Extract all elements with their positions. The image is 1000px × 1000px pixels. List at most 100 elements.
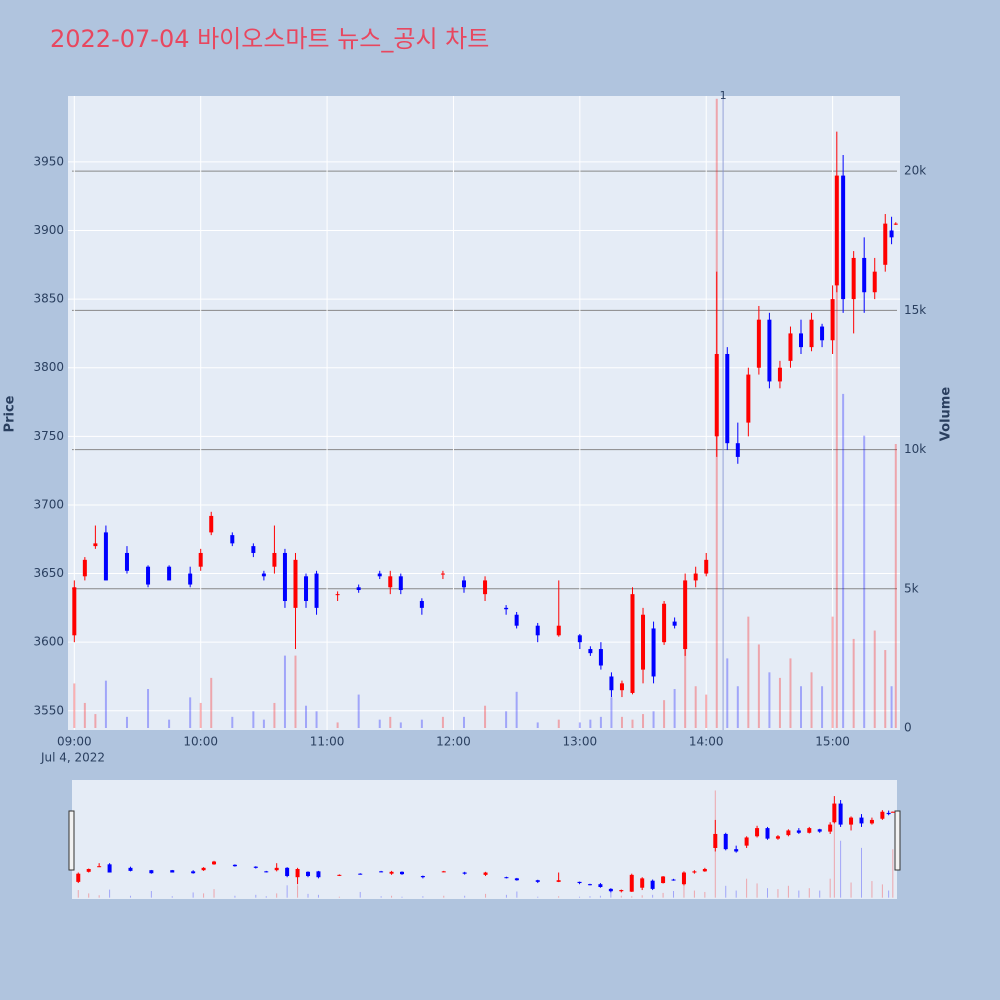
slider-candle-body — [702, 869, 707, 872]
x-tick-label: 09:00 — [57, 735, 92, 749]
y-axis-title: Price — [3, 395, 18, 432]
slider-candle-body — [358, 873, 363, 875]
volume-bar — [726, 658, 729, 728]
slider-candle-body — [661, 876, 666, 884]
volume-bar — [357, 694, 360, 728]
candle-body — [261, 573, 266, 577]
slider-candle-body — [849, 817, 854, 825]
slider-candle-body — [337, 874, 342, 876]
slider-volume-bar — [652, 894, 654, 898]
slider-candle-body — [285, 867, 290, 877]
slider-volume-bar — [840, 840, 842, 898]
slider-candle-body — [650, 880, 655, 889]
volume-bar — [673, 689, 676, 728]
slider-volume-bar — [735, 890, 737, 898]
candle-body — [746, 374, 751, 423]
candle-body — [93, 543, 98, 547]
candle-body — [535, 625, 540, 636]
y-tick-label: 3600 — [33, 635, 64, 649]
candle-body — [830, 299, 835, 341]
slider-volume-bar — [850, 882, 852, 898]
volume-bar — [262, 719, 265, 728]
slider-volume-bar — [693, 890, 695, 898]
slider-candle-body — [264, 871, 269, 873]
volume-bar — [736, 686, 739, 728]
slider-volume-bar — [443, 895, 445, 898]
candle-body — [377, 573, 382, 577]
volume-bar — [283, 655, 286, 728]
slider-volume-bar — [234, 895, 236, 898]
slider-volume-bar — [307, 893, 309, 898]
volume-bar — [778, 677, 781, 728]
volume-bar — [305, 705, 308, 728]
volume-bar — [294, 655, 297, 728]
volume-bar — [831, 616, 834, 728]
slider-handle[interactable] — [894, 810, 901, 871]
slider-volume-bar — [808, 888, 810, 898]
y-tick-label: 3900 — [33, 223, 64, 237]
slider-candle-body — [316, 871, 321, 878]
slider-candle-body — [838, 803, 843, 825]
candle-body — [461, 580, 466, 588]
range-slider[interactable] — [72, 780, 897, 899]
slider-candle-body — [514, 878, 519, 881]
slider-handle[interactable] — [68, 810, 75, 871]
candle-body — [356, 587, 361, 591]
slider-volume-bar — [77, 890, 79, 898]
volume-bar — [73, 683, 76, 728]
slider-candle-body — [807, 828, 812, 833]
slider-volume-bar — [673, 891, 675, 898]
slider-volume-bar — [871, 881, 873, 898]
candle-body — [230, 535, 235, 544]
slider-volume-bar — [833, 805, 835, 898]
slider-candle-body — [869, 819, 874, 824]
volume-bar — [252, 711, 255, 728]
volume-bar — [315, 711, 318, 728]
slider-candle-body — [274, 867, 279, 871]
slider-volume-bar — [558, 896, 560, 898]
slider-volume-bar — [150, 891, 152, 898]
volume-bar — [168, 719, 171, 728]
candle-body — [693, 573, 698, 581]
slider-volume-bar — [767, 888, 769, 898]
volume-bar — [842, 393, 845, 728]
volume-bar — [210, 677, 213, 728]
slider-candle-body — [389, 871, 394, 874]
candle-body — [82, 559, 87, 577]
slider-candle-body — [201, 867, 206, 871]
candle-body — [662, 603, 667, 643]
slider-candle-body — [128, 867, 133, 871]
slider-candle-body — [723, 833, 728, 850]
volume-bar — [599, 716, 602, 728]
candle-body — [103, 532, 108, 581]
volume-bar — [852, 638, 855, 728]
slider-volume-bar — [798, 890, 800, 898]
candle-body — [588, 649, 593, 654]
volume-bar — [694, 686, 697, 728]
candle-body — [398, 576, 403, 591]
volume-bar — [884, 650, 887, 728]
slider-volume-bar — [579, 896, 581, 898]
candle-body — [388, 576, 393, 588]
slider-volume-bar — [860, 847, 862, 898]
candle-body — [862, 257, 867, 293]
candle-body — [514, 614, 519, 626]
candle-body — [756, 319, 761, 368]
slider-volume-bar — [380, 896, 382, 898]
slider-candle-body — [504, 877, 509, 879]
slider-candle-body — [400, 871, 404, 875]
candle-body — [314, 573, 319, 608]
candle-body — [209, 515, 214, 533]
volume-bar — [863, 435, 866, 728]
slider-candle-body — [828, 824, 833, 832]
slider-candle-body — [253, 866, 258, 868]
slider-candle-body — [890, 811, 895, 813]
slider-candle-body — [295, 869, 300, 878]
slider-candle-body — [786, 830, 791, 836]
slider-volume-bar — [297, 885, 299, 898]
volume-bar — [536, 722, 539, 728]
candle-body — [788, 333, 793, 361]
candle-body — [889, 230, 894, 238]
volume-bar — [894, 444, 897, 728]
candle-body — [167, 566, 172, 581]
